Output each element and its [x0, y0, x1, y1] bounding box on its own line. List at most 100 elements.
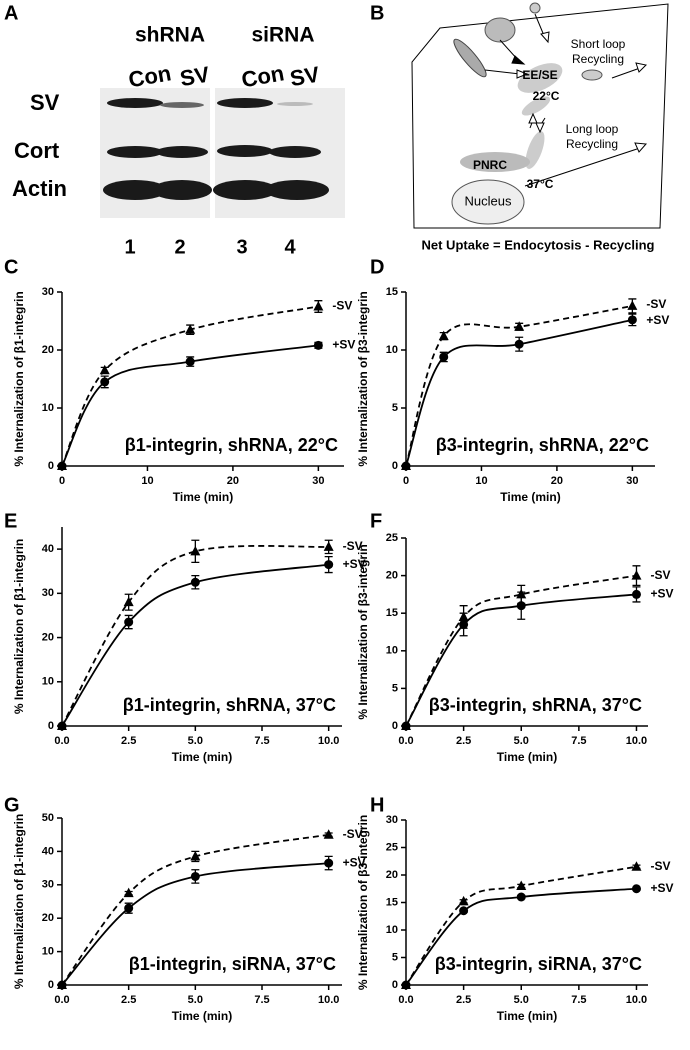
legend-label: -SV — [650, 568, 670, 582]
y-tick-label: 30 — [42, 587, 54, 599]
marker — [514, 321, 525, 331]
x-axis-label: Time (min) — [497, 1009, 557, 1023]
marker — [190, 545, 201, 556]
marker — [631, 570, 642, 580]
curve — [405, 887, 637, 986]
row-label: Actin — [12, 176, 67, 201]
y-tick-label: 40 — [42, 845, 54, 857]
marker — [459, 619, 469, 629]
lane-number: 3 — [236, 236, 247, 258]
legend-label: +SV — [343, 855, 366, 869]
marker — [324, 560, 334, 570]
chart-title: β1-integrin, siRNA, 37°C — [129, 954, 336, 974]
legend-label: +SV — [332, 338, 355, 352]
y-tick-label: 5 — [392, 951, 398, 963]
panel-label: H — [370, 794, 384, 816]
curve — [61, 833, 329, 986]
x-tick-label: 10.0 — [318, 994, 339, 1006]
y-tick-label: 10 — [386, 645, 398, 657]
group-label: siRNA — [251, 24, 314, 47]
panel-label: A — [4, 2, 18, 24]
marker — [323, 829, 334, 839]
row-label: SV — [30, 90, 60, 115]
marker — [124, 617, 134, 627]
panel-label: F — [370, 510, 382, 532]
x-tick-label: 10 — [475, 475, 487, 487]
x-tick-label: 10.0 — [626, 735, 647, 747]
y-tick-label: 30 — [42, 879, 54, 891]
x-tick-label: 10 — [141, 475, 153, 487]
y-tick-label: 25 — [386, 841, 398, 853]
panel-label: C — [4, 256, 18, 278]
y-tick-label: 10 — [42, 402, 54, 414]
marker — [100, 377, 110, 387]
marker — [123, 596, 134, 607]
temp-label: 22°C — [533, 89, 560, 103]
marker — [313, 301, 324, 311]
marker — [185, 357, 195, 367]
x-tick-label: 5.0 — [514, 735, 529, 747]
marker — [459, 906, 469, 916]
marker — [516, 892, 526, 902]
marker — [631, 884, 641, 894]
y-tick-label: 20 — [42, 631, 54, 643]
curve — [405, 865, 637, 986]
y-tick-label: 5 — [392, 402, 398, 414]
y-tick-label: 10 — [386, 924, 398, 936]
lane-label: SV — [178, 61, 212, 91]
y-tick-label: 0 — [392, 460, 398, 472]
y-axis-label: % Internalization of β3-integrin — [356, 291, 370, 466]
marker — [124, 903, 134, 913]
x-tick-label: 5.0 — [188, 994, 203, 1006]
marker — [516, 601, 526, 611]
curve — [61, 305, 319, 467]
y-tick-label: 5 — [392, 682, 398, 694]
legend-label: +SV — [343, 557, 366, 571]
x-tick-label: 7.5 — [571, 994, 586, 1006]
x-tick-label: 2.5 — [456, 994, 471, 1006]
bands — [103, 98, 329, 200]
x-axis-label: Time (min) — [497, 750, 557, 764]
marker — [190, 577, 200, 587]
curve — [405, 574, 637, 727]
x-axis-label: Time (min) — [500, 490, 560, 504]
legend-label: -SV — [343, 539, 363, 553]
x-tick-label: 0.0 — [54, 994, 69, 1006]
chart-title: β1-integrin, shRNA, 37°C — [123, 695, 336, 715]
lane-number: 2 — [174, 236, 185, 258]
compartment-label: EE/SE — [522, 68, 557, 82]
curve — [405, 593, 637, 727]
cell-diagram — [411, 2, 669, 229]
marker — [57, 721, 67, 731]
y-tick-label: 20 — [386, 570, 398, 582]
loop-label: Recycling — [572, 52, 624, 66]
x-tick-label: 7.5 — [571, 735, 586, 747]
x-axis-label: Time (min) — [173, 490, 233, 504]
marker — [190, 850, 201, 861]
y-axis-label: % Internalization of β3-integrin — [356, 544, 370, 719]
y-tick-label: 15 — [386, 607, 398, 619]
group-label: shRNA — [135, 24, 205, 47]
x-tick-label: 0.0 — [398, 994, 413, 1006]
marker — [401, 721, 411, 731]
y-axis-label: % Internalization of β1-integrin — [12, 539, 26, 714]
lane-label: Con — [126, 60, 172, 92]
x-tick-label: 30 — [626, 475, 638, 487]
y-tick-label: 0 — [392, 979, 398, 991]
chart-title: β1-integrin, shRNA, 22°C — [125, 435, 338, 455]
y-tick-label: 20 — [42, 344, 54, 356]
temp-label: 37°C — [527, 177, 554, 191]
lane-label: SV — [288, 61, 322, 91]
marker — [57, 980, 67, 990]
x-axis-label: Time (min) — [172, 1009, 232, 1023]
marker — [323, 541, 334, 551]
chart-title: β3-integrin, shRNA, 22°C — [436, 435, 649, 455]
y-tick-label: 30 — [386, 814, 398, 826]
legend-label: -SV — [343, 827, 363, 841]
curve — [61, 862, 329, 986]
panel-label: D — [370, 256, 384, 278]
compartment-label: Nucleus — [465, 193, 512, 208]
y-tick-label: 15 — [386, 896, 398, 908]
marker — [458, 895, 469, 906]
